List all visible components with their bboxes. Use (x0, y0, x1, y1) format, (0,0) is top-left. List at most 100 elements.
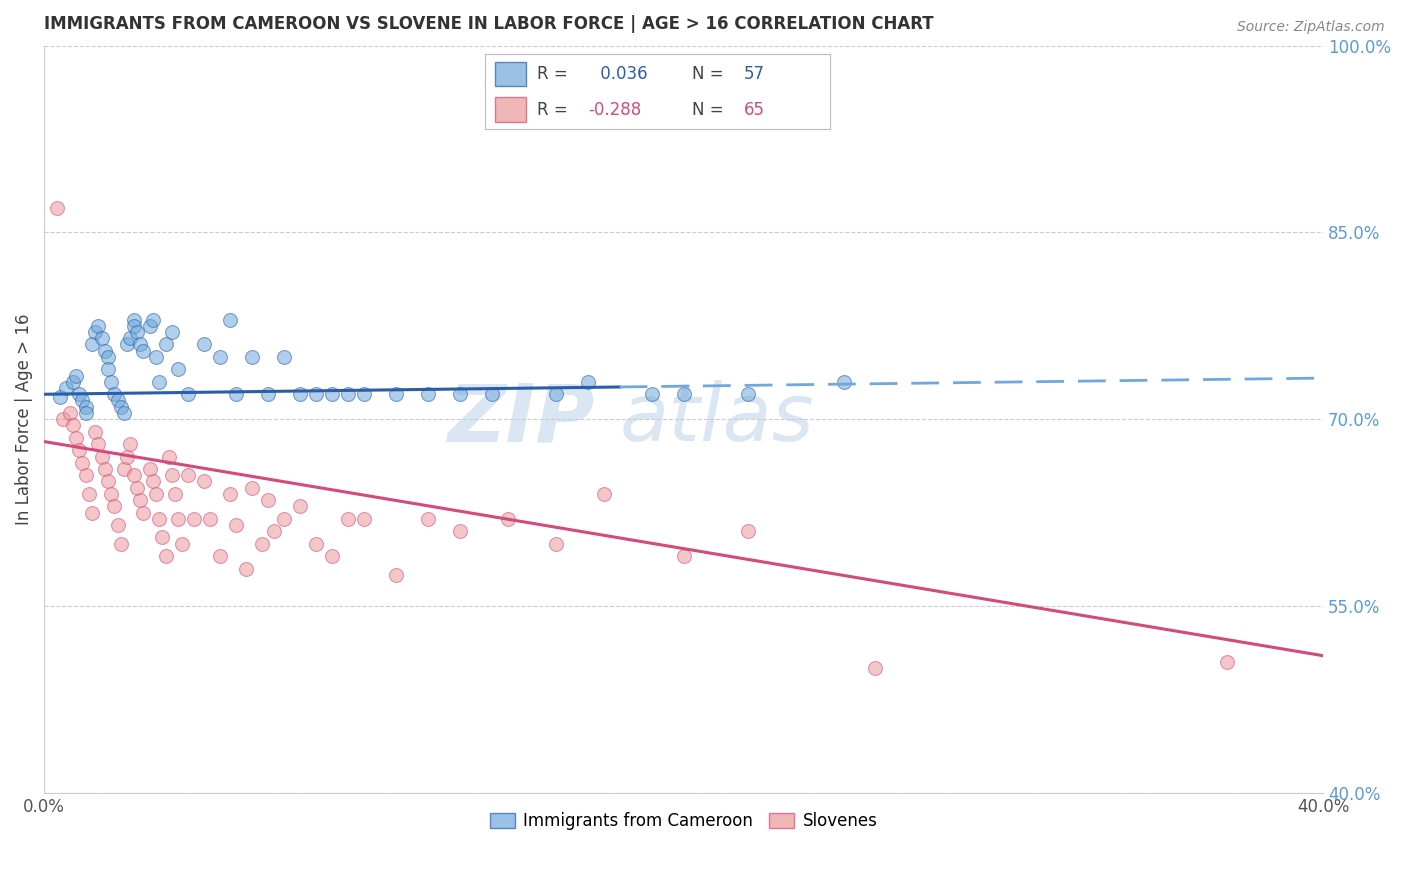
Point (125, 481, 148, 495)
Point (97, 362, 120, 376)
Point (449, 524, 471, 539)
Point (416, 512, 439, 526)
Text: 57: 57 (744, 65, 765, 83)
Point (240, 350, 263, 364)
Point (832, 375, 855, 389)
Point (112, 462, 135, 476)
Point (167, 362, 190, 376)
Point (107, 518, 129, 533)
Point (138, 318, 160, 333)
Point (97, 350, 120, 364)
Point (640, 387, 662, 401)
Point (90, 450, 112, 464)
Point (183, 512, 205, 526)
Point (225, 387, 247, 401)
Point (145, 350, 167, 364)
Point (353, 387, 375, 401)
Point (273, 350, 295, 364)
Point (125, 325, 148, 339)
Point (94, 343, 117, 358)
Point (218, 312, 240, 326)
Point (112, 406, 135, 420)
Point (177, 387, 200, 401)
Point (97, 475, 120, 489)
Point (75, 406, 97, 420)
Point (160, 325, 183, 339)
Point (544, 387, 567, 401)
Point (107, 393, 129, 408)
Point (235, 561, 257, 575)
Point (737, 387, 759, 401)
Bar (495, 62, 526, 87)
Point (208, 350, 231, 364)
Point (110, 400, 132, 414)
Point (250, 536, 273, 550)
Point (321, 549, 343, 563)
Legend: Immigrants from Cameroon, Slovenes: Immigrants from Cameroon, Slovenes (482, 805, 884, 837)
Point (100, 487, 122, 501)
Point (155, 549, 177, 563)
Point (49, 390, 72, 404)
Point (336, 512, 359, 526)
Point (208, 549, 231, 563)
Point (416, 387, 439, 401)
Point (148, 375, 170, 389)
Point (103, 500, 125, 514)
Point (142, 312, 165, 326)
Text: N =: N = (692, 65, 728, 83)
Point (122, 312, 145, 326)
Point (672, 549, 695, 563)
Point (117, 450, 139, 464)
Point (65, 368, 87, 383)
Point (193, 475, 215, 489)
Point (87, 437, 110, 451)
Point (170, 536, 193, 550)
Point (263, 524, 285, 539)
Point (288, 500, 311, 514)
Point (321, 387, 343, 401)
Point (62, 375, 84, 389)
Text: 65: 65 (744, 101, 765, 119)
Point (148, 512, 170, 526)
Point (59, 406, 82, 420)
Point (142, 475, 165, 489)
Point (385, 387, 408, 401)
Point (45, 201, 67, 215)
Point (385, 567, 408, 582)
Point (129, 337, 152, 351)
Point (129, 493, 152, 508)
Text: R =: R = (537, 101, 572, 119)
Point (110, 536, 132, 550)
Text: Source: ZipAtlas.com: Source: ZipAtlas.com (1237, 20, 1385, 34)
Point (737, 524, 759, 539)
Point (117, 337, 139, 351)
Point (481, 387, 503, 401)
Text: ZIP: ZIP (447, 380, 595, 458)
Point (67, 443, 90, 458)
Point (240, 481, 263, 495)
Point (62, 418, 84, 433)
Point (218, 487, 240, 501)
Point (67, 387, 90, 401)
Point (100, 375, 122, 389)
Point (103, 387, 125, 401)
Point (576, 375, 599, 389)
Text: IMMIGRANTS FROM CAMEROON VS SLOVENE IN LABOR FORCE | AGE > 16 CORRELATION CHART: IMMIGRANTS FROM CAMEROON VS SLOVENE IN L… (44, 15, 934, 33)
Point (120, 331, 142, 345)
Point (72, 393, 94, 408)
Point (193, 337, 215, 351)
Y-axis label: In Labor Force | Age > 16: In Labor Force | Age > 16 (15, 313, 32, 524)
Point (80, 337, 103, 351)
Point (165, 487, 187, 501)
Point (273, 512, 295, 526)
Text: R =: R = (537, 65, 572, 83)
Point (177, 468, 200, 483)
Point (132, 343, 155, 358)
Point (449, 387, 471, 401)
Point (155, 337, 177, 351)
Text: N =: N = (692, 101, 728, 119)
Point (336, 387, 359, 401)
Point (257, 493, 280, 508)
Point (160, 468, 183, 483)
Point (80, 506, 103, 520)
